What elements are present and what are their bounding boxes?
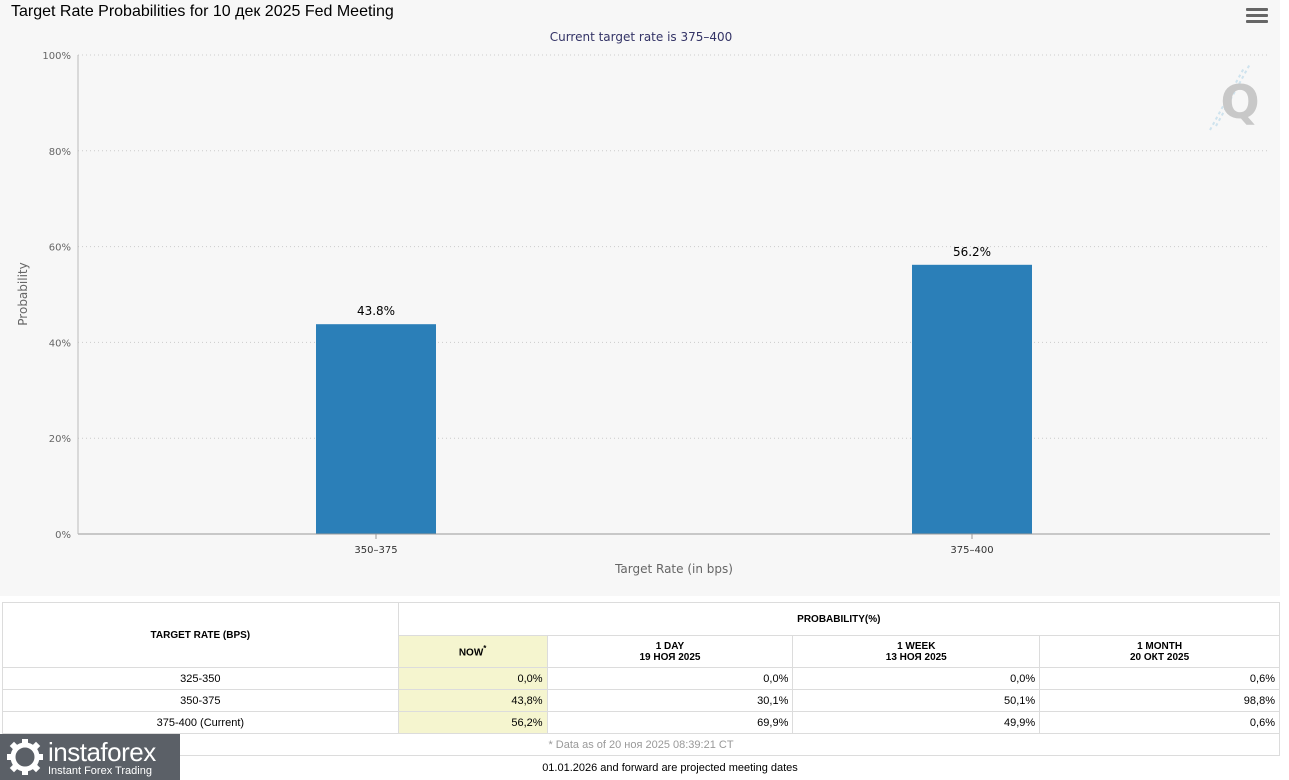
target-rate-cell: 350-375 xyxy=(2,689,399,712)
hamburger-menu-icon[interactable] xyxy=(1246,8,1268,26)
target-rate-header: TARGET RATE (BPS) xyxy=(2,602,399,668)
probability-cell: 56,2% xyxy=(397,711,548,734)
table-row: 350-375 43,8% 30,1% 50,1% 98,8% xyxy=(2,689,1280,712)
y-tick-label: 80% xyxy=(49,147,71,158)
bar-chart: Q 0% 20% 40% 60% 80% 100% 43.8% 56.2% 350–375 3… xyxy=(16,30,1270,576)
probability-cell: 0,0% xyxy=(546,667,794,690)
chart-logo-icon: Q xyxy=(1209,63,1260,131)
column-header-period: 1 WEEK xyxy=(897,640,936,652)
probability-cell: 98,8% xyxy=(1039,689,1280,712)
instaforex-tagline: Instant Forex Trading xyxy=(48,765,152,777)
table-row: 325-350 0,0% 0,0% 0,0% 0,6% xyxy=(2,667,1280,690)
column-header-date: 19 НОЯ 2025 xyxy=(639,651,701,663)
column-header-2: 1 DAY 19 НОЯ 2025 xyxy=(546,635,794,668)
chart-logo-letter: Q xyxy=(1220,75,1259,129)
probability-cell: 0,0% xyxy=(397,667,548,690)
column-header-period: 1 DAY xyxy=(655,640,685,652)
y-tick-label: 40% xyxy=(49,338,71,349)
y-tick-label: 20% xyxy=(49,434,71,445)
probability-cell: 0,6% xyxy=(1039,667,1280,690)
y-axis-title: Probability xyxy=(16,262,30,325)
bar-2[interactable] xyxy=(912,264,1032,534)
data-as-of-footnote: * Data as of 20 ноя 2025 08:39:21 CT xyxy=(2,733,1280,756)
probability-table: TARGET RATE (BPS) PROBABILITY(%) NOW* 1 D… xyxy=(2,602,1281,756)
chart-panel: Target Rate Probabilities for 10 дек 202… xyxy=(11,3,1270,576)
probability-cell: 0,6% xyxy=(1039,711,1280,734)
column-header-period: NOW xyxy=(458,647,484,659)
probability-header: PROBABILITY(%) xyxy=(397,602,1281,636)
column-header-date: 20 ОКТ 2025 xyxy=(1129,651,1190,663)
probability-table-container: TARGET RATE (BPS) PROBABILITY(%) NOW* 1 D… xyxy=(2,602,1281,756)
asterisk-marker: * xyxy=(483,644,487,654)
x-tick-label: 350–375 xyxy=(354,545,397,556)
y-tick-label: 0% xyxy=(55,530,71,541)
target-rate-cell: 375-400 (Current) xyxy=(2,711,399,734)
table-row: 375-400 (Current) 56,2% 69,9% 49,9% 0,6% xyxy=(2,711,1280,734)
x-axis-title: Target Rate (in bps) xyxy=(614,562,733,576)
column-header-3: 1 WEEK 13 НОЯ 2025 xyxy=(792,635,1041,668)
probability-cell: 43,8% xyxy=(397,689,548,712)
probability-cell: 0,0% xyxy=(792,667,1041,690)
probability-cell: 49,9% xyxy=(792,711,1041,734)
instaforex-watermark: instaforex Instant Forex Trading xyxy=(0,734,180,780)
x-tick-label: 375–400 xyxy=(950,545,993,556)
projected-dates-note: 01.01.2026 and forward are projected mee… xyxy=(542,762,798,774)
column-header-date: 13 НОЯ 2025 xyxy=(885,651,947,663)
instaforex-logo-icon xyxy=(7,739,43,775)
probability-cell: 30,1% xyxy=(546,689,794,712)
bar-1[interactable] xyxy=(316,324,436,534)
column-header-period: 1 MONTH xyxy=(1137,640,1183,652)
probability-cell: 50,1% xyxy=(792,689,1041,712)
column-header-1: NOW* xyxy=(397,635,548,668)
bar-data-label: 43.8% xyxy=(357,304,395,318)
instaforex-brand-name: instaforex xyxy=(48,737,156,767)
y-tick-label: 100% xyxy=(42,51,71,62)
chart-subtitle: Current target rate is 375–400 xyxy=(550,30,733,44)
probability-cell: 69,9% xyxy=(546,711,794,734)
chart-title: Target Rate Probabilities for 10 дек 202… xyxy=(11,3,394,20)
y-tick-label: 60% xyxy=(49,243,71,254)
column-header-4: 1 MONTH 20 ОКТ 2025 xyxy=(1039,635,1280,668)
bar-data-label: 56.2% xyxy=(953,245,991,259)
target-rate-cell: 325-350 xyxy=(2,667,399,690)
